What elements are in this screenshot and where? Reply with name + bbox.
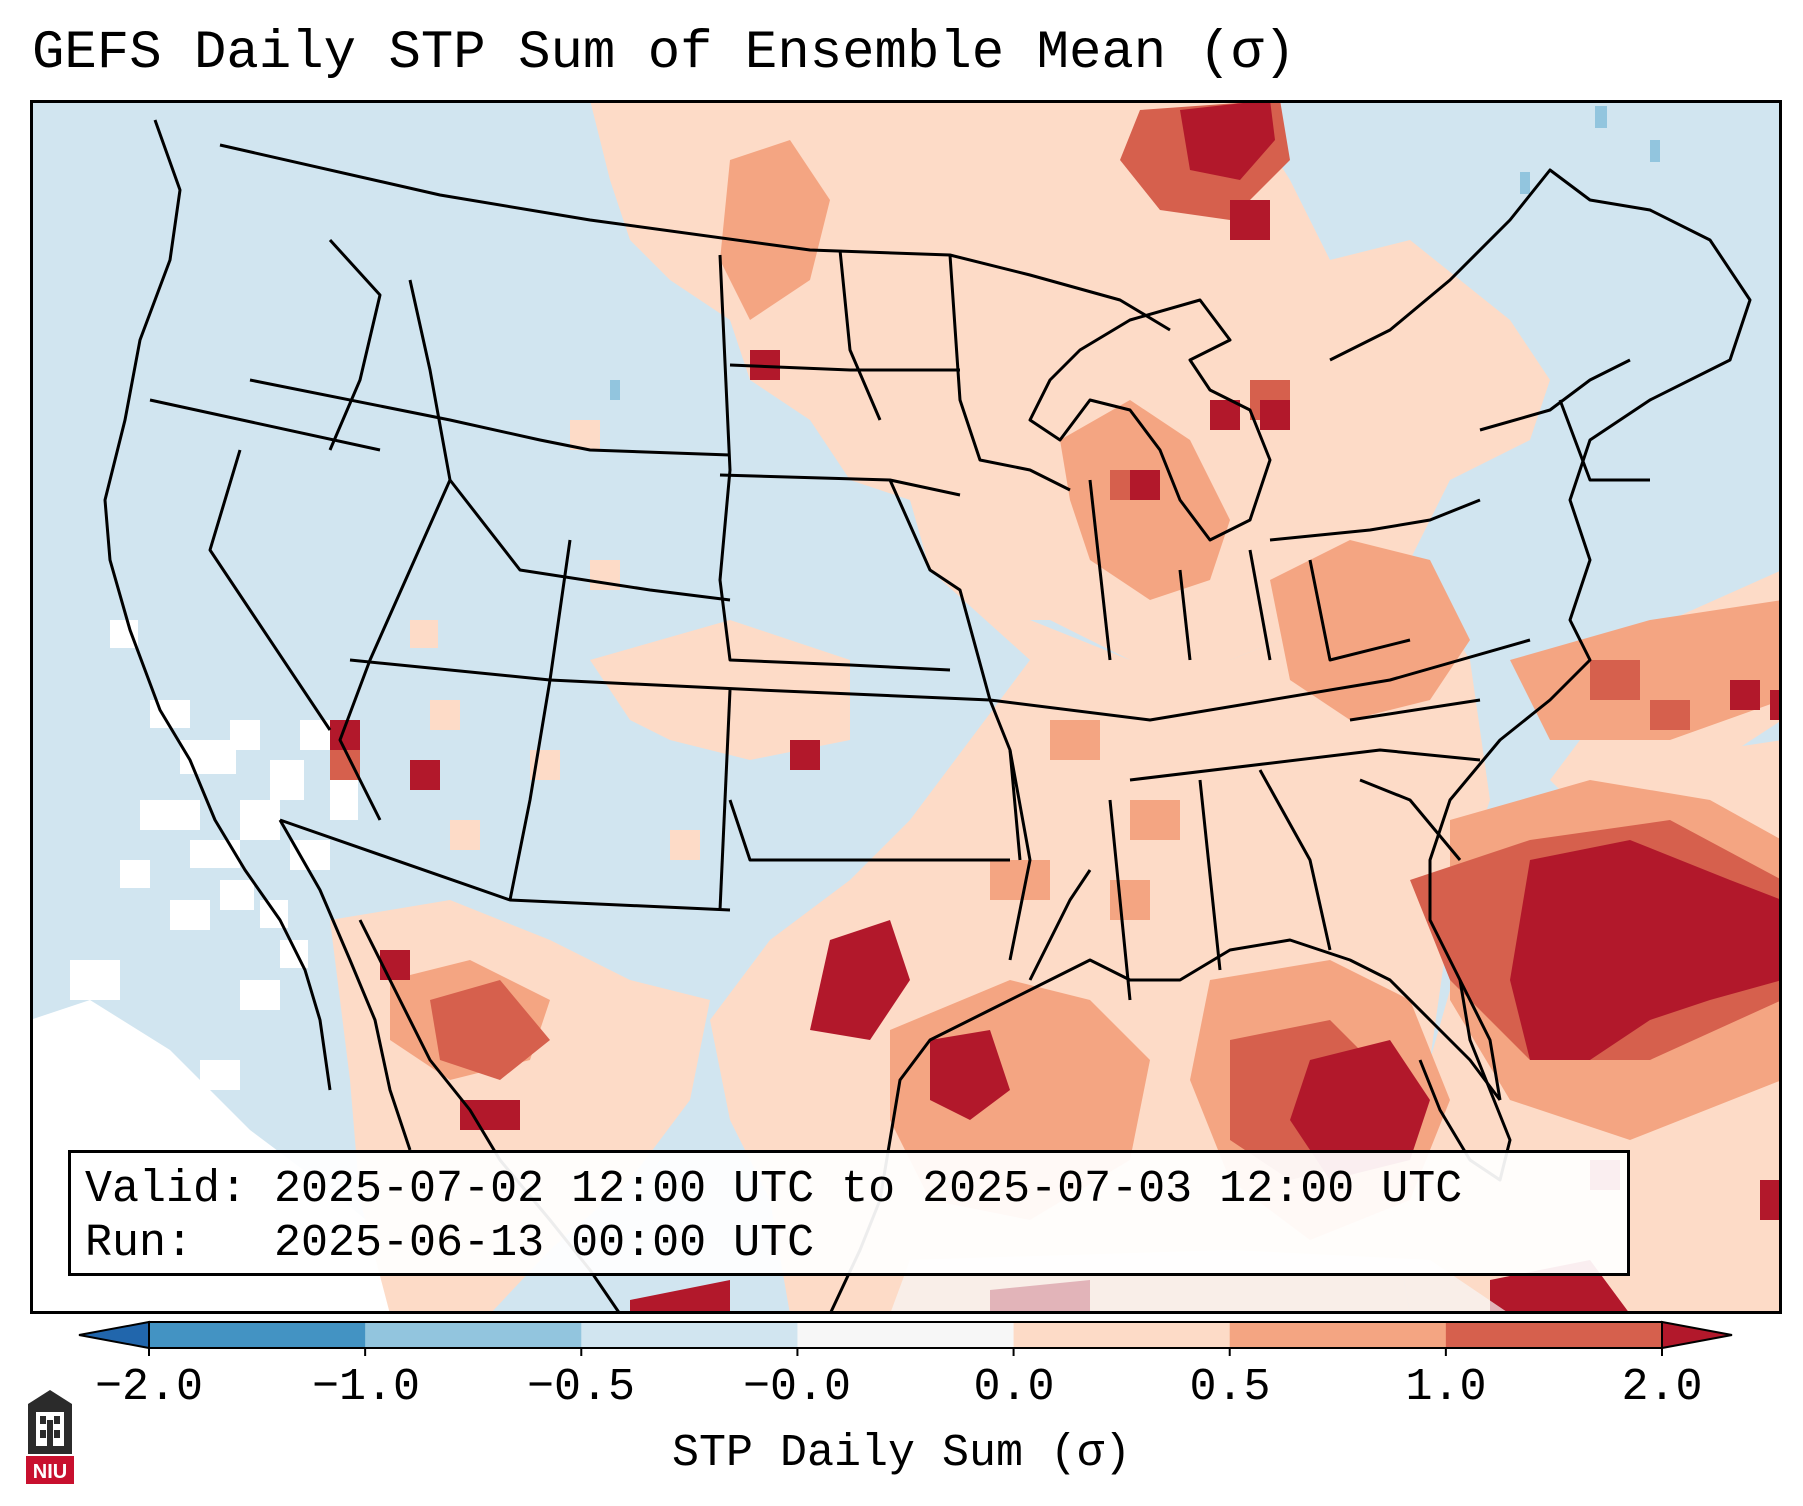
- svg-text:NIU: NIU: [33, 1461, 67, 1483]
- negative-patches: [610, 106, 1660, 400]
- northeast-coast: [1329, 168, 1752, 1101]
- run-time-text: Run: 2025-06-13 00:00 UTC: [85, 1218, 815, 1269]
- colorbar-tick-label: −2.0: [94, 1362, 204, 1413]
- state-line-25: [1248, 549, 1272, 661]
- state-line-33: [1479, 358, 1631, 432]
- colorbar-tick-label: 2.0: [1621, 1362, 1703, 1413]
- great-lakes: [1028, 298, 1272, 542]
- colorbar-tick-label: 0.5: [1189, 1362, 1271, 1413]
- state-line-23: [1088, 479, 1112, 661]
- colorbar-tick-label: −1.0: [311, 1362, 421, 1413]
- colorbar-extend-high: [1661, 1320, 1733, 1350]
- state-line-17: [948, 254, 1071, 492]
- state-line-31: [1028, 869, 1092, 981]
- state-line-22: [1258, 769, 1332, 951]
- state-line-29: [1129, 748, 1481, 782]
- state-line-8: [508, 539, 572, 901]
- land-field-very-high: [330, 100, 1782, 1314]
- colorbar-bin: [581, 1322, 798, 1348]
- stp-map: [30, 100, 1782, 1314]
- colorbar: [78, 1320, 1733, 1356]
- state-line-2: [208, 449, 332, 731]
- colorbar-tick-label: 0.0: [973, 1362, 1055, 1413]
- colorbar-frame: [148, 1321, 1663, 1349]
- state-line-11: [718, 689, 732, 911]
- colorbar-bin: [365, 1322, 582, 1348]
- colorbar-extend-low: [78, 1320, 150, 1350]
- state-line-10: [279, 818, 731, 912]
- state-line-24: [1178, 569, 1192, 661]
- state-line-5: [408, 279, 731, 602]
- state-line-4: [249, 378, 731, 457]
- state-line-32: [1558, 399, 1650, 482]
- state-line-1: [149, 398, 381, 452]
- state-line-16: [888, 479, 1022, 861]
- west-coast: [103, 119, 332, 1091]
- map-title: GEFS Daily STP Sum of Ensemble Mean (σ): [32, 23, 1296, 84]
- state-line-7: [338, 479, 452, 821]
- state-line-30: [1359, 778, 1462, 861]
- colorbar-tick-label: −0.5: [526, 1362, 636, 1413]
- colorbar-bin: [797, 1322, 1015, 1348]
- state-line-9: [349, 658, 991, 702]
- valid-time-text: Valid: 2025-07-02 12:00 UTC to 2025-07-0…: [85, 1164, 1463, 1215]
- canada-border: [219, 143, 1171, 332]
- state-line-14: [729, 363, 960, 372]
- state-line-28: [1349, 698, 1481, 722]
- state-line-21: [1198, 779, 1222, 971]
- state-line-27: [1308, 559, 1411, 662]
- state-line-18: [989, 638, 1531, 722]
- state-line-6: [718, 254, 951, 672]
- state-line-3: [328, 238, 382, 451]
- niu-logo: NIU: [26, 1390, 74, 1484]
- baja-peninsula: [278, 819, 412, 1151]
- state-line-26: [1269, 498, 1481, 542]
- valid-run-info-box: Valid: 2025-07-02 12:00 UTC to 2025-07-0…: [68, 1150, 1630, 1276]
- colorbar-bin: [1013, 1322, 1231, 1348]
- map-panel: [30, 100, 1782, 1314]
- colorbar-tick-label: −0.0: [742, 1362, 852, 1413]
- colorbar-label: STP Daily Sum (σ): [671, 1428, 1132, 1479]
- state-line-20: [1108, 799, 1132, 1001]
- colorbar-bin: [1445, 1322, 1663, 1348]
- colorbar-bin: [149, 1322, 366, 1348]
- colorbar-tick-label: 1.0: [1405, 1362, 1487, 1413]
- state-line-19: [1008, 749, 1032, 961]
- colorbar-bin: [1229, 1322, 1447, 1348]
- state-line-13: [838, 249, 882, 421]
- state-line-12: [728, 799, 1010, 862]
